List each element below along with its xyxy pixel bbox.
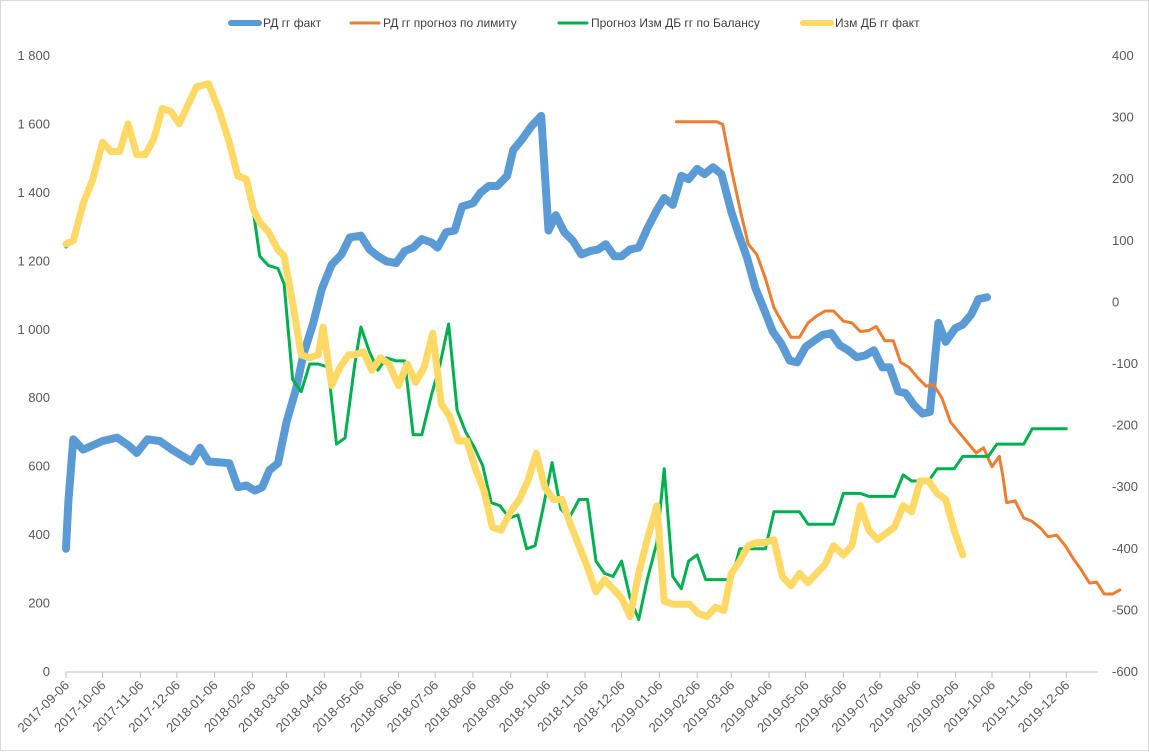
y-left-tick-label: 1 200 bbox=[17, 253, 50, 268]
y-right-tick-label: -400 bbox=[1112, 541, 1138, 556]
y-right-tick-label: 400 bbox=[1112, 48, 1134, 63]
legend-label: Изм ДБ гг факт bbox=[835, 16, 920, 30]
series-line-0 bbox=[62, 111, 992, 553]
legend-label: Прогноз Изм ДБ гг по Балансу bbox=[591, 16, 760, 30]
y-right-tick-label: -500 bbox=[1112, 602, 1138, 617]
y-left-tick-label: 200 bbox=[28, 596, 50, 611]
y-right-tick-label: 300 bbox=[1112, 110, 1134, 125]
y-right-tick-label: 200 bbox=[1112, 171, 1134, 186]
y-left-tick-label: 1 400 bbox=[17, 185, 50, 200]
y-left-tick-label: 1 600 bbox=[17, 116, 50, 131]
y-left-tick-label: 800 bbox=[28, 390, 50, 405]
y-left-tick-label: 1 800 bbox=[17, 48, 50, 63]
y-right-tick-label: -600 bbox=[1112, 664, 1138, 679]
y-right-tick-label: -200 bbox=[1112, 418, 1138, 433]
x-axis: 2017-09-062017-10-062017-11-062017-12-06… bbox=[14, 671, 1098, 735]
y-right-tick-label: -300 bbox=[1112, 479, 1138, 494]
y-left-tick-label: 400 bbox=[28, 527, 50, 542]
y-left-tick-label: 0 bbox=[43, 664, 50, 679]
y-right-tick-label: 100 bbox=[1112, 233, 1134, 248]
series-line-3 bbox=[62, 80, 967, 621]
legend-label: РД гг факт bbox=[263, 16, 322, 30]
y-axis-right: -600 -500 -400 -300 -200 -100 0 100 200 300 400 bbox=[1112, 48, 1138, 679]
series-line-1 bbox=[674, 120, 1122, 596]
legend: РД гг факт РД гг прогноз по лимиту Прогноз… bbox=[228, 16, 920, 30]
series-line-2 bbox=[64, 82, 1068, 622]
series-layer bbox=[62, 80, 1122, 622]
y-axis-left: 0 200 400 600 800 1 000 1 200 1 400 1 600 1 800 bbox=[17, 48, 50, 679]
y-right-tick-label: -100 bbox=[1112, 356, 1138, 371]
legend-label: РД гг прогноз по лимиту bbox=[383, 16, 517, 30]
y-right-tick-label: 0 bbox=[1112, 294, 1119, 309]
y-left-tick-label: 600 bbox=[28, 459, 50, 474]
y-left-tick-label: 1 000 bbox=[17, 322, 50, 337]
